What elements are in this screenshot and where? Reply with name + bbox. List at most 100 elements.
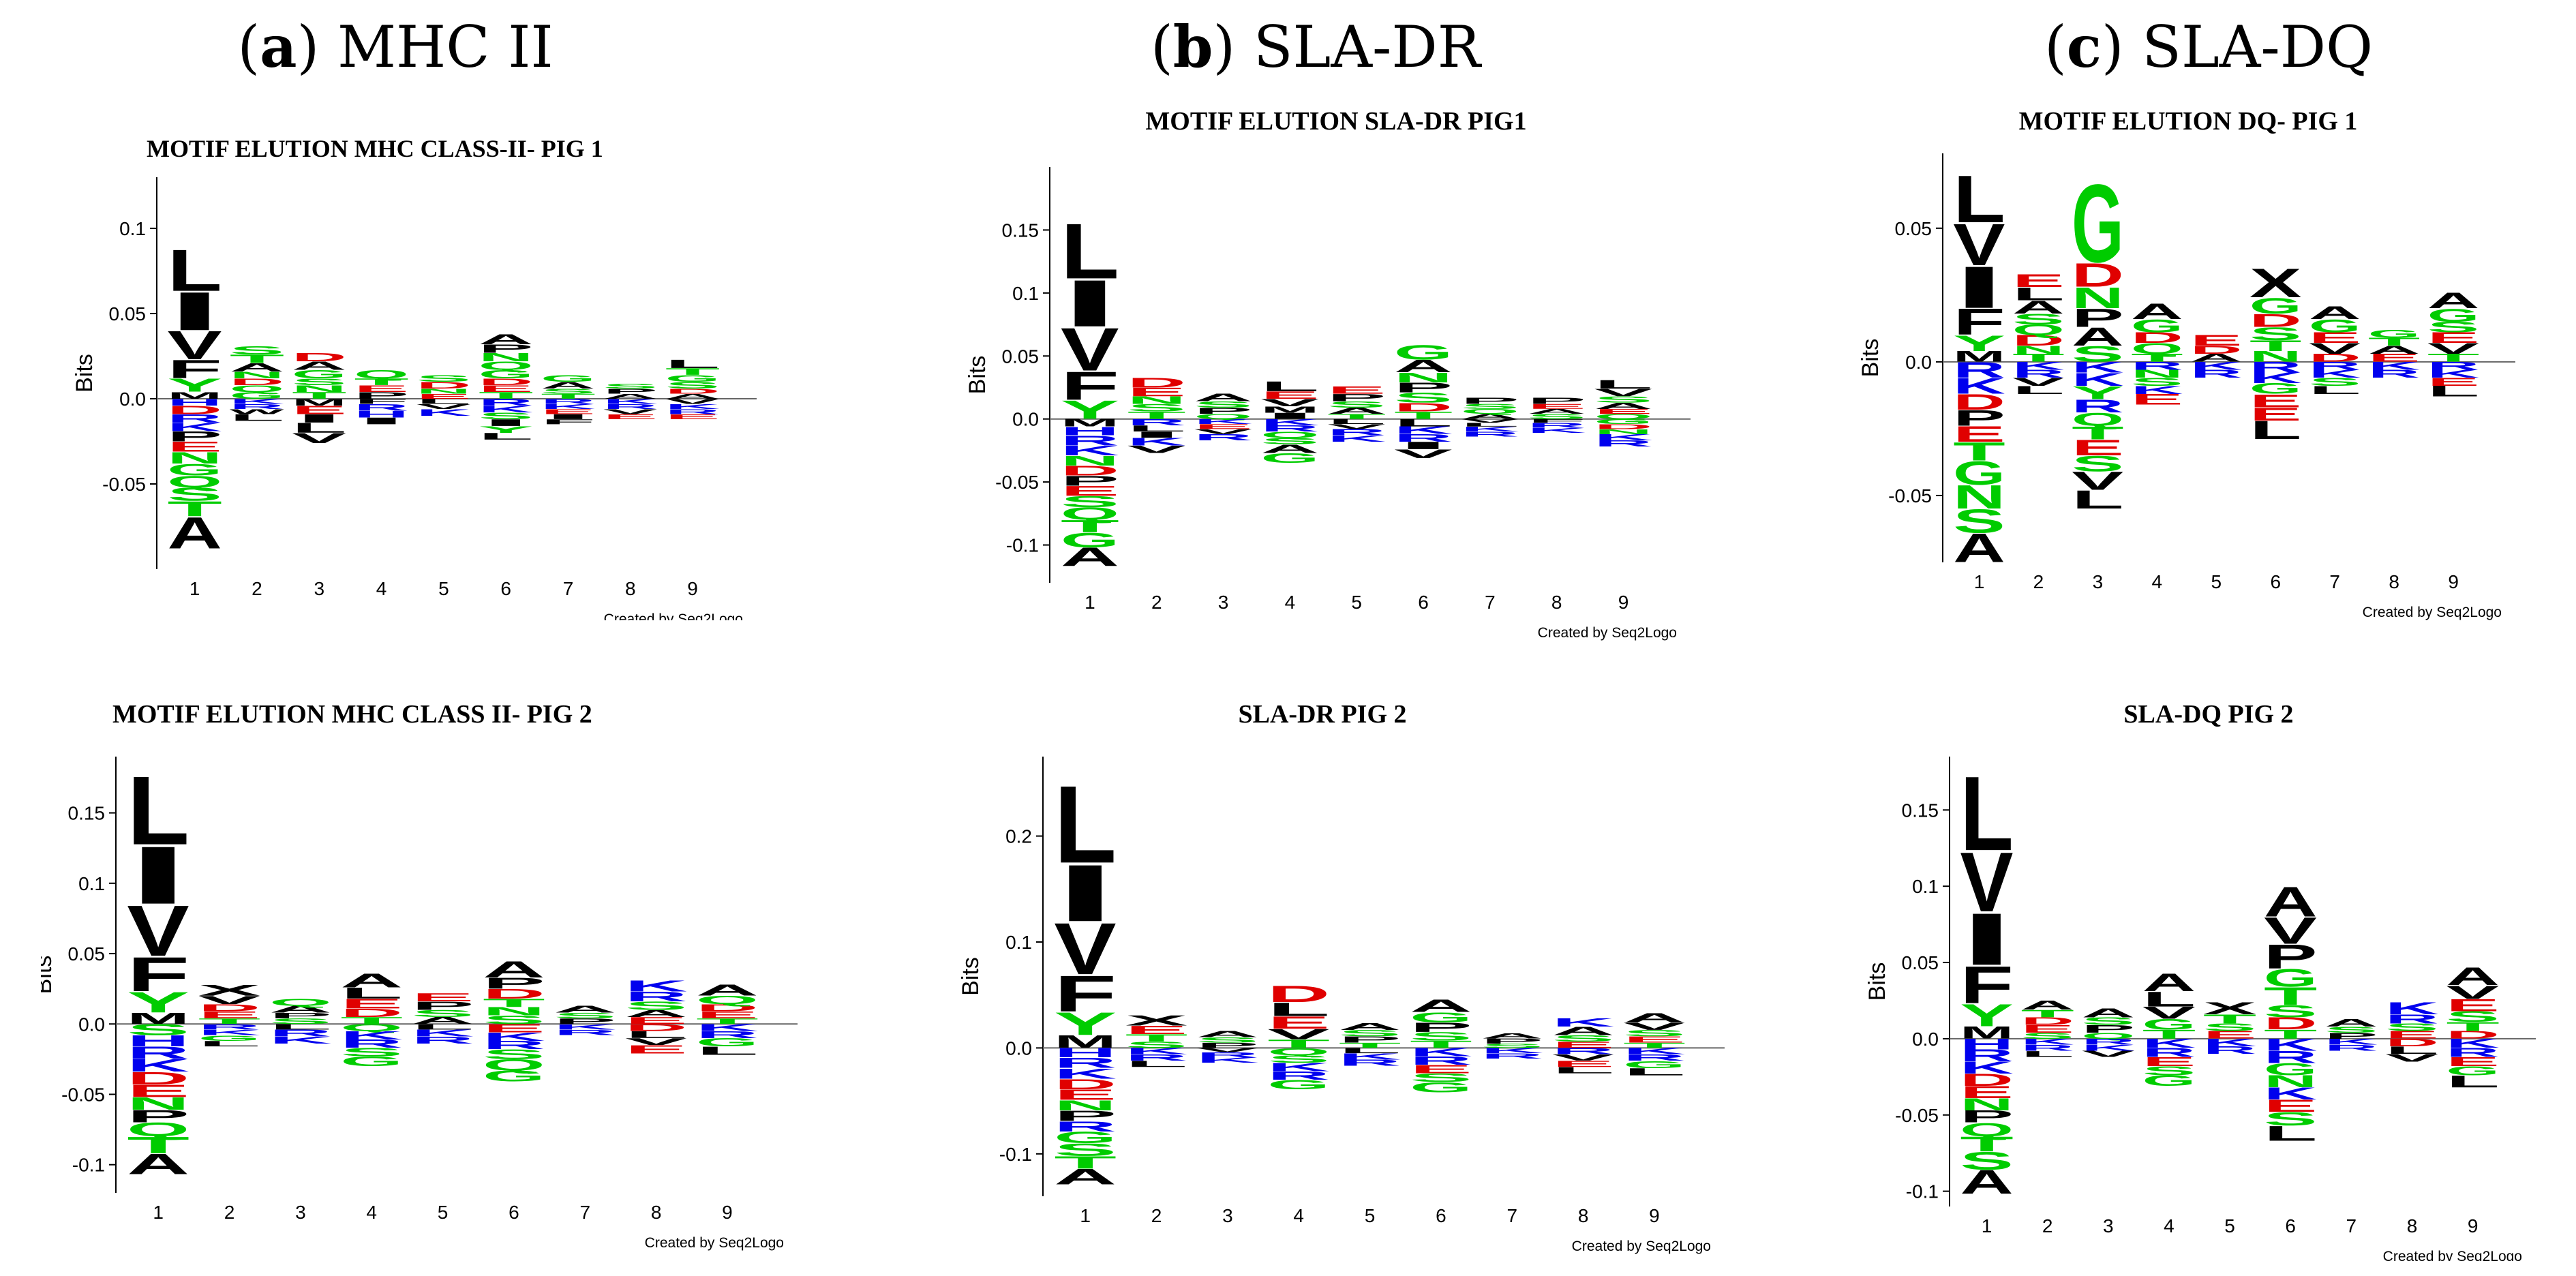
x-tick-label: 1 — [1080, 1205, 1091, 1226]
logo-letter-v: V — [2082, 1049, 2135, 1059]
seq2logo-credit: Created by Seq2Logo — [1572, 1239, 1711, 1254]
logo-letter-p: P — [1481, 1037, 1543, 1045]
logo-letter-g: G — [1410, 1009, 1472, 1025]
logo-letter-i: I — [127, 830, 190, 922]
x-tick-label: 5 — [1365, 1205, 1376, 1226]
logo-letter-s: S — [483, 1047, 545, 1062]
logo-letter-a: A — [1394, 356, 1453, 376]
logo-letter-e: E — [2385, 1029, 2438, 1041]
logo-letter-k: K — [1339, 1052, 1401, 1061]
logo-letter-k: K — [1194, 418, 1253, 426]
logo-letter-d: D — [625, 1022, 688, 1033]
seq2logo-credit: Created by Seq2Logo — [1538, 625, 1677, 641]
logo-letter-r: R — [354, 402, 408, 413]
logo-letter-e: E — [1327, 384, 1386, 396]
logo-letter-k: K — [269, 1035, 332, 1046]
logo-letter-g: G — [198, 1034, 261, 1043]
logo-letter-i: I — [479, 417, 533, 427]
x-tick-label: 6 — [2285, 1215, 2296, 1236]
logo-letter-a: A — [2020, 998, 2074, 1012]
logo-letter-l: L — [2427, 383, 2480, 399]
logo-letter-s: S — [167, 484, 222, 505]
logo-letter-s: S — [269, 1017, 332, 1026]
logo-letter-t: T — [292, 390, 346, 401]
logo-letter-t: T — [1061, 517, 1119, 536]
logo-letter-k: K — [2072, 369, 2124, 390]
logo-letter-q: Q — [1194, 412, 1253, 421]
x-tick-label: 2 — [224, 1202, 235, 1223]
logo-letter-p: P — [412, 999, 474, 1012]
logo-letter-l: L — [198, 1039, 261, 1048]
logo-letter-r: R — [230, 402, 284, 410]
logo-letter-s: S — [479, 410, 533, 421]
logo-letter-v: V — [625, 1036, 687, 1047]
y-tick-label: 0.0 — [119, 389, 146, 410]
logo-letter-s: S — [2446, 1008, 2499, 1024]
logo-letter-l: L — [1394, 417, 1453, 429]
logo-letter-d: D — [2131, 330, 2183, 346]
logo-letter-r: R — [2427, 360, 2480, 372]
logo-letter-k: K — [2324, 1037, 2378, 1047]
logo-letter-p: P — [1327, 392, 1386, 404]
logo-letter-k: K — [1061, 443, 1119, 459]
logo-letter-l: L — [2446, 1072, 2499, 1091]
logo-letter-r: R — [1481, 1052, 1543, 1060]
logo-letter-k: K — [2427, 368, 2480, 380]
logo-letter-n: N — [2264, 1072, 2317, 1091]
logo-letter-v: V — [665, 397, 720, 406]
logo-letter-p: P — [2082, 1023, 2135, 1035]
x-tick-label: 8 — [2389, 571, 2399, 592]
logo-svg: SLA-DR PIG 2-0.10.00.10.2BitsMYFVILHRKDE… — [958, 700, 1725, 1254]
logo-letter-r: R — [198, 1022, 261, 1031]
logo-letter-l: L — [2309, 384, 2361, 396]
logo-letter-k: K — [1594, 432, 1652, 442]
logo-letter-p: P — [1528, 396, 1586, 406]
logo-letter-v: V — [1327, 423, 1386, 430]
logo-letter-k: K — [1953, 374, 2005, 399]
logo-letter-r: R — [2385, 1012, 2438, 1026]
logo-letter-n: N — [2249, 348, 2302, 365]
logo-letter-h: H — [1061, 425, 1119, 438]
logo-letter-r: R — [554, 1028, 616, 1037]
logo-letter-n: N — [292, 383, 346, 394]
logo-letter-e: E — [1960, 1083, 2013, 1102]
logo-letter-i: I — [1127, 430, 1186, 440]
logo-letter-k: K — [479, 404, 533, 414]
logo-letter-d: D — [665, 387, 720, 395]
x-tick-label: 9 — [1618, 592, 1629, 613]
logo-letter-v: V — [1594, 386, 1652, 398]
logo-letter-a: A — [340, 969, 403, 991]
logo-letter-e: E — [1125, 1023, 1188, 1036]
logo-letter-r: R — [127, 1044, 190, 1063]
logo-letter-a: A — [1528, 408, 1586, 416]
logo-letter-a: A — [1061, 543, 1119, 572]
logo-letter-a: A — [665, 392, 720, 400]
logo-letter-s: S — [1339, 1028, 1401, 1038]
logo-letter-s: S — [1623, 1028, 1686, 1038]
logo-letter-r: R — [412, 1035, 474, 1046]
y-tick-label: -0.05 — [1895, 1105, 1939, 1126]
logo-letter-t: T — [1953, 437, 2005, 466]
seq2logo-credit: Created by Seq2Logo — [2383, 1249, 2522, 1261]
logo-letter-s: S — [1528, 412, 1586, 420]
column-title-c: (c) SLA-DQ — [2044, 13, 2373, 80]
logo-letter-g: G — [2072, 161, 2124, 286]
logo-letter-s: S — [2264, 1108, 2317, 1129]
logo-letter-e: E — [1194, 423, 1253, 430]
logo-letter-e: E — [1127, 385, 1186, 399]
logo-letter-a: A — [1481, 1032, 1543, 1040]
logo-letter-a: A — [2072, 322, 2124, 351]
logo-letter-l: L — [2385, 1044, 2438, 1056]
logo-letter-v: V — [1960, 835, 2013, 930]
logo-letter-n: N — [230, 369, 284, 380]
logo-letter-t: T — [2264, 982, 2317, 1011]
logo-letter-g: G — [2142, 1016, 2196, 1033]
logo-letter-l: L — [625, 1029, 688, 1040]
logo-letter-r: R — [1394, 432, 1453, 444]
logo-letter-q: Q — [1960, 1119, 2013, 1140]
logo-letter-l: L — [2012, 284, 2065, 304]
logo-letter-k: K — [1267, 1061, 1330, 1074]
y-tick-label: -0.05 — [102, 474, 146, 495]
logo-letter-v: V — [603, 408, 658, 416]
logo-letter-f: F — [1061, 363, 1119, 408]
